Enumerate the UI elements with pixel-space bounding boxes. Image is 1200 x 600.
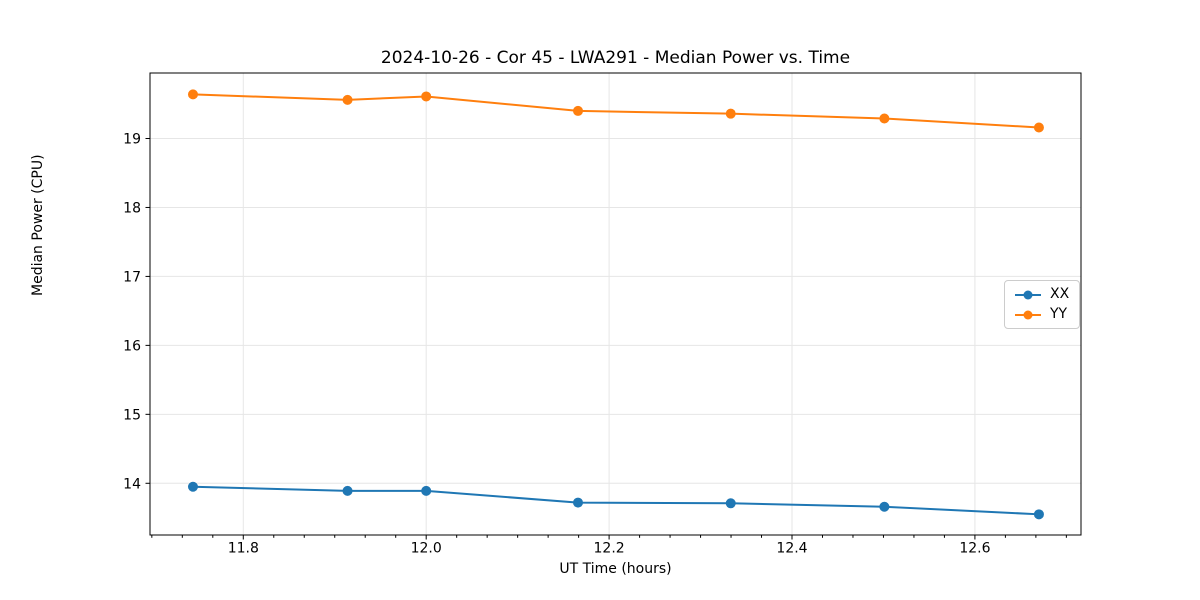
data-point-xx [725,498,736,509]
x-tick-label: 12.2 [594,541,625,557]
data-point-yy [342,94,353,105]
x-tick-label: 12.4 [776,541,807,557]
data-point-xx [879,501,890,512]
series-line-yy [191,93,1040,129]
x-tick-label: 12.6 [959,541,990,557]
legend-line-xx-icon [1015,290,1041,299]
data-point-yy [1033,122,1044,133]
data-point-xx [573,497,584,508]
y-tick-label: 19 [123,132,141,148]
y-tick-label: 18 [123,200,141,216]
x-axis-label: UT Time (hours) [559,561,672,577]
legend-label-yy: YY [1050,306,1068,322]
x-tick-label: 12.0 [411,541,442,557]
y-tick-label: 14 [123,476,141,492]
x-tick-label: 11.8 [228,541,259,557]
data-point-xx [342,485,353,496]
data-point-xx [421,485,432,496]
y-tick-label: 17 [123,269,141,285]
y-tick-label: 15 [123,407,141,423]
data-point-xx [187,481,198,492]
data-point-yy [421,91,432,102]
data-point-yy [187,89,198,100]
legend-label-xx: XX [1050,286,1070,302]
data-point-yy [879,113,890,124]
legend: XX YY [1004,280,1081,329]
axes-frame [149,72,1082,536]
chart-title: 2024-10-26 - Cor 45 - LWA291 - Median Po… [380,48,851,68]
data-point-yy [573,105,584,116]
data-point-yy [725,108,736,119]
legend-line-yy-icon [1015,310,1041,319]
data-point-xx [1033,509,1044,520]
series-line-xx [191,485,1040,516]
y-tick-label: 16 [123,338,141,354]
legend-entry-xx: XX [1014,286,1069,303]
legend-entry-yy: YY [1014,306,1069,323]
